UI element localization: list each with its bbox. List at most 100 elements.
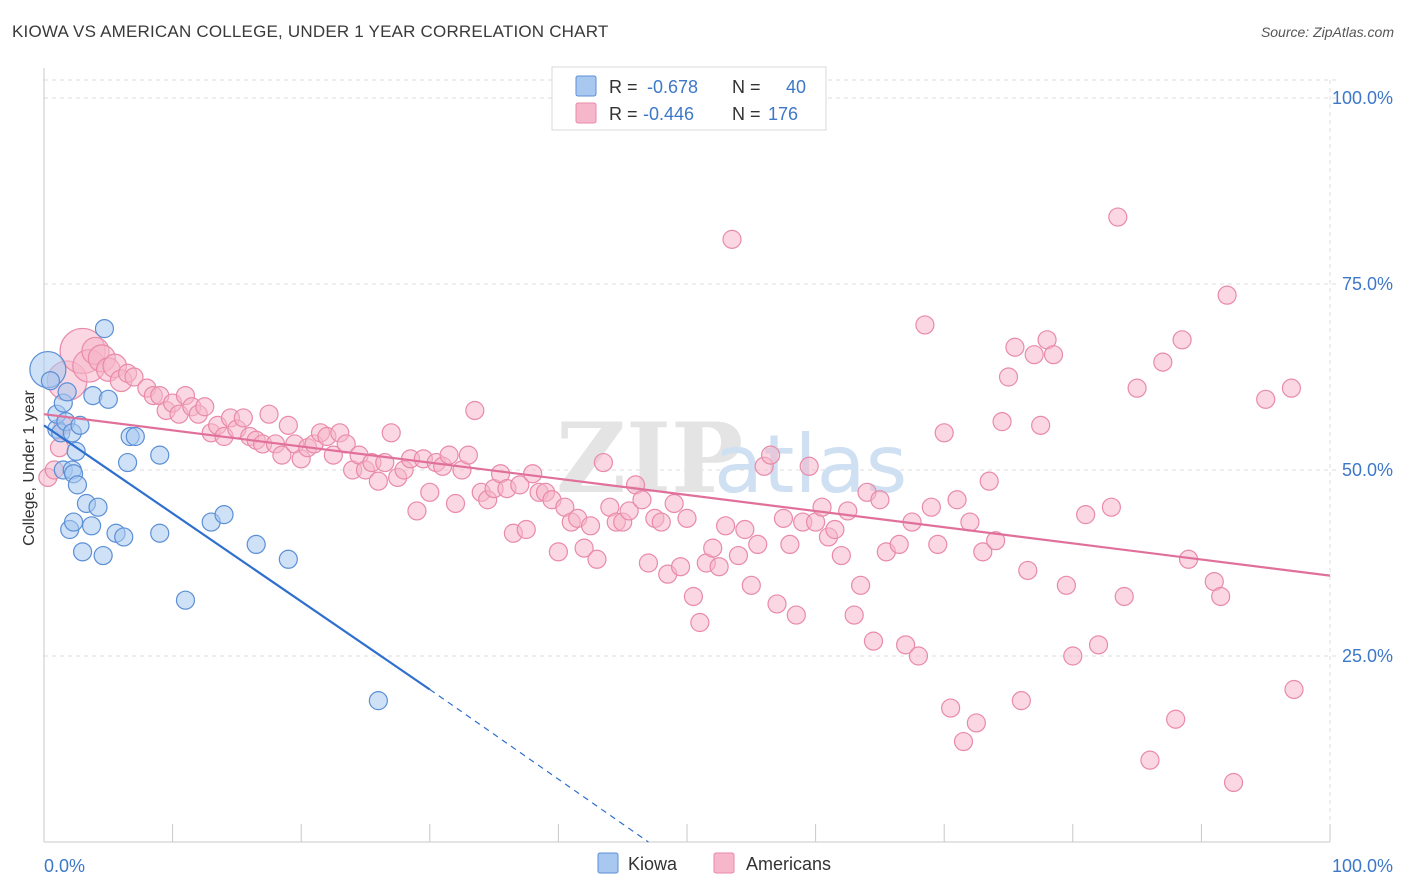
- x-tick-label-0: 0.0%: [44, 856, 85, 876]
- americans-point-135: [921, 497, 941, 517]
- americans-point-156: [1063, 646, 1083, 666]
- americans-trend-line: [43, 413, 1331, 577]
- americans-point-78: [548, 542, 569, 562]
- bottom-legend-swatch-kiowa: [597, 852, 619, 874]
- legend-americans-n-label: N =: [732, 104, 761, 124]
- americans-point-123: [838, 501, 858, 521]
- americans-point-131: [896, 635, 916, 655]
- americans-point-29: [233, 408, 253, 428]
- kiowa-point-26: [114, 527, 134, 547]
- americans-point-62: [445, 493, 466, 514]
- americans-point-125: [851, 575, 871, 595]
- americans-point-139: [947, 490, 967, 510]
- legend-kiowa-r-label: R =: [609, 77, 638, 97]
- americans-point-33: [259, 404, 279, 424]
- americans-point-112: [767, 594, 787, 614]
- x-tick-label-1: 100.0%: [1332, 856, 1393, 876]
- americans-point-114: [780, 534, 800, 555]
- americans-point-96: [664, 493, 684, 514]
- y-tick-label-3: 100.0%: [1332, 88, 1393, 108]
- americans-point-13: [124, 367, 144, 387]
- kiowa-point-22: [93, 545, 113, 566]
- americans-point-121: [825, 519, 845, 540]
- americans-point-106: [728, 545, 749, 566]
- americans-point-166: [1172, 330, 1192, 350]
- americans-point-52: [381, 423, 401, 443]
- legend-swatch-kiowa: [575, 75, 597, 97]
- americans-point-35: [272, 445, 292, 465]
- americans-point-124: [844, 605, 864, 625]
- americans-point-104: [715, 516, 736, 536]
- kiowa-point-27: [117, 452, 138, 473]
- americans-point-162: [1127, 378, 1147, 398]
- y-axis-label: College, Under 1 year: [21, 390, 38, 546]
- kiowa-point-32: [175, 590, 196, 610]
- americans-point-144: [979, 471, 999, 491]
- americans-point-128: [870, 490, 890, 510]
- kiowa-point-31: [150, 445, 170, 465]
- americans-point-98: [677, 508, 697, 528]
- kiowa-point-29: [125, 426, 145, 447]
- kiowa-point-19: [81, 516, 102, 536]
- americans-point-151: [1024, 345, 1044, 365]
- legend-box: [551, 66, 827, 131]
- kiowa-point-30: [150, 523, 170, 543]
- americans-point-92: [638, 553, 659, 573]
- kiowa-trend-line: [43, 424, 431, 691]
- americans-point-50: [368, 471, 388, 491]
- kiowa-trend-extension: [429, 688, 649, 843]
- americans-point-158: [1088, 635, 1109, 655]
- americans-point-89: [619, 501, 639, 521]
- kiowa-point-35: [246, 534, 266, 555]
- americans-point-61: [439, 445, 459, 465]
- americans-point-102: [703, 538, 723, 558]
- legend-swatch-americans: [575, 102, 597, 124]
- americans-point-160: [1108, 207, 1128, 227]
- legend-kiowa-r-value: -0.678: [647, 77, 698, 97]
- legend-kiowa-n-value: 40: [786, 77, 806, 97]
- kiowa-point-1: [40, 371, 61, 391]
- americans-point-149: [1011, 691, 1031, 711]
- kiowa-point-21: [88, 497, 108, 517]
- americans-point-107: [735, 519, 755, 540]
- americans-point-84: [587, 549, 607, 569]
- americans-point-100: [690, 612, 710, 633]
- americans-point-56: [407, 501, 427, 521]
- americans-point-174: [1284, 679, 1304, 700]
- americans-point-23: [195, 397, 215, 417]
- americans-point-122: [831, 545, 851, 566]
- y-tick-label-2: 75.0%: [1342, 274, 1393, 294]
- americans-point-159: [1101, 497, 1121, 517]
- legend-americans-r-label: R =: [609, 104, 638, 124]
- y-tick-label-0: 25.0%: [1342, 646, 1393, 666]
- kiowa-point-14: [66, 441, 86, 461]
- kiowa-point-15: [67, 475, 88, 495]
- americans-point-138: [941, 698, 961, 718]
- bottom-legend-americans: Americans: [746, 854, 831, 874]
- americans-point-165: [1166, 709, 1186, 729]
- americans-point-109: [748, 534, 768, 555]
- americans-point-148: [1005, 337, 1025, 357]
- americans-point-117: [799, 456, 819, 476]
- americans-point-130: [889, 534, 909, 555]
- americans-point-140: [953, 731, 974, 752]
- americans-point-64: [458, 445, 478, 465]
- americans-point-152: [1031, 415, 1051, 435]
- americans-point-83: [580, 516, 601, 536]
- kiowa-point-37: [368, 691, 388, 711]
- bottom-legend-kiowa: Kiowa: [628, 854, 678, 874]
- americans-point-36: [278, 415, 298, 435]
- americans-point-58: [420, 482, 440, 502]
- americans-point-111: [760, 445, 781, 465]
- americans-point-164: [1153, 352, 1173, 372]
- source-label: Source: ZipAtlas.com: [1260, 24, 1394, 40]
- series-kiowa: [29, 319, 388, 711]
- americans-point-161: [1114, 586, 1134, 607]
- americans-point-136: [928, 534, 948, 555]
- americans-point-172: [1256, 389, 1276, 409]
- americans-point-108: [741, 575, 761, 595]
- trend-lines: [43, 413, 1331, 843]
- americans-point-163: [1140, 750, 1160, 770]
- americans-point-72: [510, 475, 530, 495]
- americans-point-171: [1223, 772, 1244, 793]
